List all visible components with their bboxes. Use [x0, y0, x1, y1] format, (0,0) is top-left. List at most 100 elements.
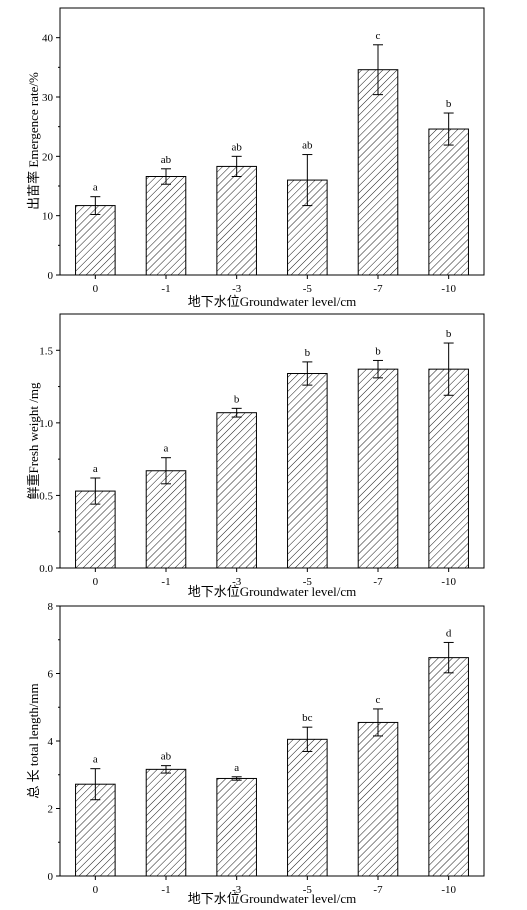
x-tick-label: -5 — [303, 576, 313, 588]
significance-label: ab — [161, 751, 172, 763]
x-tick-label: 0 — [93, 884, 99, 896]
error-bar — [302, 726, 313, 752]
plot-frame — [59, 7, 485, 276]
significance-label: a — [93, 754, 98, 766]
x-tick-label: -10 — [441, 576, 456, 588]
x-tick-label: -3 — [232, 884, 242, 896]
bar — [428, 657, 469, 877]
bar — [357, 69, 399, 276]
bar — [357, 721, 399, 877]
y-axis-title: 出苗率 Emergence rate/% — [26, 72, 41, 210]
significance-label: b — [446, 328, 452, 340]
x-tick-label: -1 — [161, 283, 170, 295]
bar — [75, 205, 116, 276]
y-tick-label: 4 — [48, 736, 54, 748]
significance-label: a — [93, 182, 98, 194]
chart-emergence-rate: 0 10 20 30 40 0 -1 -3 -5 -7 -10 a ab ab ab c b 地下水位Gro… — [26, 7, 485, 309]
error-bars — [90, 641, 454, 801]
error-bar — [90, 768, 101, 801]
y-tick-label: 6 — [48, 669, 54, 681]
y-tick-label: 40 — [42, 33, 54, 45]
error-bar — [161, 765, 171, 774]
x-axis-ticks: 0 -1 -3 -5 -7 -10 — [93, 275, 456, 295]
y-tick-label: 2 — [48, 804, 54, 816]
error-bar — [373, 708, 383, 737]
plot-frame — [59, 313, 485, 569]
significance-label: ab — [231, 141, 242, 153]
bar — [428, 368, 469, 569]
error-bar — [443, 342, 454, 396]
x-tick-label: -7 — [373, 283, 383, 295]
x-axis-title: 地下水位Groundwater level/cm — [188, 294, 357, 309]
significance-labels: a ab ab ab c b — [93, 30, 452, 194]
significance-label: b — [305, 347, 311, 359]
bar — [145, 768, 187, 877]
x-axis-ticks: 0 -1 -3 -5 -7 -10 — [93, 876, 456, 896]
significance-label: c — [376, 30, 381, 42]
y-tick-label: 1.0 — [39, 418, 53, 430]
bar — [357, 368, 399, 569]
error-bar — [161, 457, 171, 485]
x-axis-ticks: 0 -1 -3 -5 -7 -10 — [93, 568, 456, 588]
y-axis-ticks: 0.0 0.5 1.0 1.5 — [39, 345, 60, 575]
bar — [216, 777, 257, 877]
bars — [75, 368, 469, 569]
error-bar — [231, 776, 242, 781]
y-tick-label: 20 — [42, 151, 54, 163]
error-bar — [302, 154, 313, 207]
bar — [145, 470, 187, 569]
y-axis-title: 总 长 total length/mm — [26, 683, 41, 798]
x-tick-label: -5 — [303, 884, 313, 896]
bars — [75, 657, 469, 877]
significance-label: c — [376, 694, 381, 706]
y-axis-ticks: 0 10 20 30 40 — [42, 33, 60, 282]
y-tick-label: 0.0 — [39, 563, 53, 575]
y-tick-label: 0 — [48, 871, 54, 883]
error-bars — [90, 342, 454, 505]
bar — [216, 412, 257, 569]
bar — [428, 128, 469, 276]
bars — [75, 69, 469, 276]
error-bar — [373, 359, 383, 379]
chart-total-length: 0 2 4 6 8 0 -1 -3 -5 -7 -10 a ab a bc c d 地下水位Groundwa… — [26, 601, 485, 906]
x-axis-title: 地下水位Groundwater level/cm — [188, 891, 357, 906]
significance-label: b — [375, 345, 381, 357]
y-tick-label: 1.5 — [39, 345, 53, 357]
x-tick-label: -10 — [441, 884, 456, 896]
significance-label: d — [446, 627, 452, 639]
x-axis-title: 地下水位Groundwater level/cm — [188, 584, 357, 599]
significance-labels: a a b b b b — [93, 328, 452, 475]
y-tick-label: 0 — [48, 270, 54, 282]
x-tick-label: 0 — [93, 576, 99, 588]
x-tick-label: -7 — [373, 884, 383, 896]
significance-label: b — [234, 393, 240, 405]
bar — [216, 165, 257, 276]
significance-label: a — [93, 463, 98, 475]
error-bars — [90, 44, 454, 215]
x-tick-label: -3 — [232, 576, 242, 588]
y-tick-label: 8 — [48, 601, 54, 613]
error-bar — [231, 407, 242, 418]
chart-fresh-weight: 0.0 0.5 1.0 1.5 0 -1 -3 -5 -7 -10 a a b b b b 地下水位Gro… — [26, 313, 485, 599]
x-tick-label: -3 — [232, 283, 242, 295]
x-tick-label: -5 — [303, 283, 313, 295]
x-tick-label: -1 — [161, 576, 170, 588]
y-tick-label: 10 — [42, 211, 54, 223]
x-tick-label: -10 — [441, 283, 456, 295]
error-bar — [161, 168, 171, 185]
x-tick-label: -7 — [373, 576, 383, 588]
plot-frame — [59, 605, 485, 877]
significance-label: a — [234, 762, 239, 774]
bar — [287, 373, 328, 569]
y-tick-label: 0.5 — [39, 490, 53, 502]
error-bar — [443, 112, 454, 146]
y-axis-ticks: 0 2 4 6 8 — [48, 601, 60, 883]
x-tick-label: -1 — [161, 884, 170, 896]
y-axis-title: 鲜重Fresh weight /mg — [26, 382, 41, 499]
error-bar — [373, 44, 383, 96]
significance-labels: a ab a bc c d — [93, 627, 452, 773]
error-bar — [90, 196, 101, 215]
significance-label: bc — [302, 712, 313, 724]
y-tick-label: 30 — [42, 92, 54, 104]
